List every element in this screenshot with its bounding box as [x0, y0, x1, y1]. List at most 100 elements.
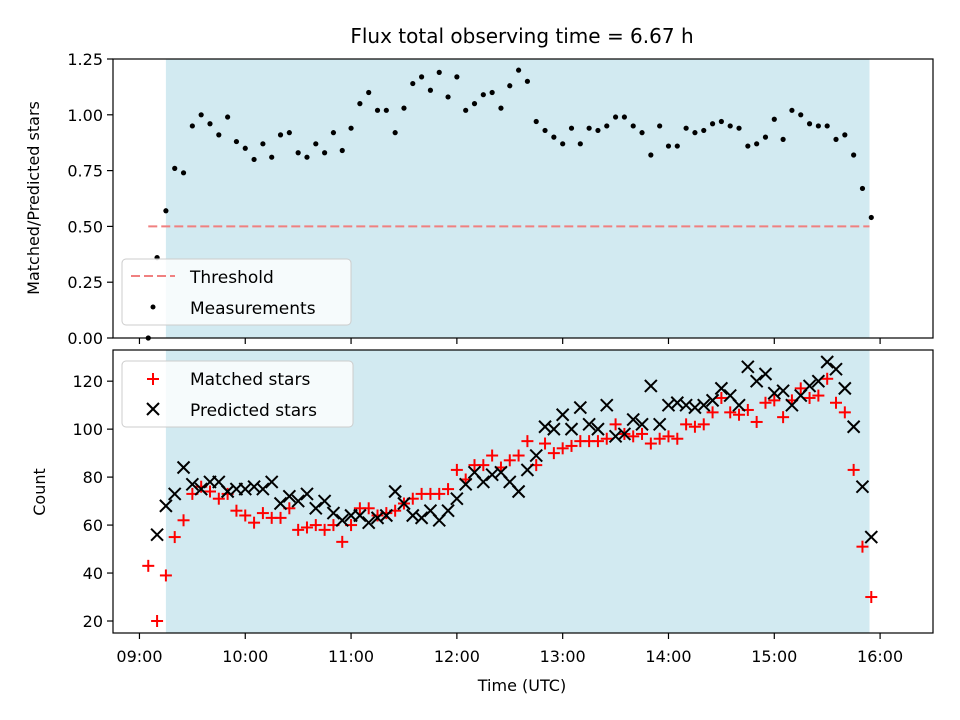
measurement-point	[383, 107, 389, 113]
predicted-star-point	[511, 484, 526, 499]
measurement-point	[207, 121, 213, 127]
legend-measurements-swatch	[150, 304, 156, 310]
matched-star-point	[600, 432, 613, 445]
predicted-star-point	[802, 379, 817, 393]
measurement-point	[392, 130, 398, 136]
matched-star-point	[812, 389, 825, 402]
predicted-star-point	[317, 494, 332, 508]
measurement-point	[551, 134, 557, 140]
predicted-star-point	[767, 386, 781, 400]
predicted-star-d2	[555, 408, 570, 422]
matched-star-point	[794, 382, 807, 395]
measurement-point	[604, 123, 610, 129]
predicted-star-d2	[538, 420, 552, 434]
predicted-star-d2	[511, 484, 526, 499]
predicted-star-point	[732, 398, 746, 412]
matched-star-point	[274, 511, 287, 524]
predicted-star-d2	[220, 484, 235, 499]
matched-star-point	[477, 459, 490, 472]
measurement-point	[674, 143, 680, 149]
measurement-point	[251, 156, 257, 163]
predicted-star-point	[749, 374, 764, 388]
predicted-star-point	[353, 508, 367, 523]
y-tick-label: 0.50	[67, 217, 103, 236]
measurement-point	[754, 141, 760, 147]
predicted-star-point	[582, 417, 596, 432]
measurement-point	[198, 112, 204, 118]
predicted-star-point	[370, 511, 385, 525]
matched-star-point	[212, 492, 225, 505]
predicted-star-d2	[194, 482, 208, 496]
measurement-point	[489, 89, 495, 96]
count-points	[142, 355, 878, 628]
measurement-point	[180, 170, 187, 176]
predicted-star-d2	[273, 496, 288, 511]
bottom-axes-frame	[112, 349, 934, 634]
measurement-point	[639, 130, 645, 136]
matched-star-point	[142, 559, 155, 572]
measurement-point	[718, 118, 724, 125]
predicted-star-point	[335, 513, 349, 527]
predicted-star-d2	[247, 479, 261, 494]
y-tick-label: 60	[83, 516, 103, 535]
predicted-star-point	[741, 360, 755, 374]
matched-star-point	[680, 418, 693, 431]
measurement-point	[454, 74, 460, 80]
y-tick-label: 0.75	[67, 162, 103, 181]
predicted-star-point	[414, 511, 429, 525]
predicted-star-d2	[282, 489, 297, 504]
predicted-star-d2	[741, 360, 755, 374]
measurement-point	[189, 123, 195, 129]
matched-star-point	[177, 514, 190, 527]
predicted-star-point	[397, 496, 411, 511]
matched-star-point	[203, 485, 216, 498]
matched-star-point	[636, 427, 649, 440]
predicted-star-point	[520, 463, 535, 477]
measurement-point	[427, 87, 434, 93]
predicted-star-point	[600, 398, 614, 412]
measurement-point	[233, 138, 240, 145]
predicted-star-point	[176, 460, 191, 475]
predicted-star-d2	[168, 487, 182, 501]
bottom-legend-box	[121, 360, 354, 428]
measurement-point	[833, 136, 839, 142]
measurement-point	[824, 123, 830, 129]
legend-threshold-label: Threshold	[189, 268, 274, 288]
matched-star-point	[821, 372, 834, 385]
y-tick-label: 40	[83, 564, 103, 583]
bottom-y-ticks: 20 40 60 80 100 120	[72, 372, 113, 631]
measurement-point	[533, 118, 539, 125]
predicted-star-d2	[450, 491, 464, 506]
matched-star-point	[442, 483, 455, 496]
predicted-star-point	[379, 508, 394, 523]
predicted-star-point	[361, 515, 376, 530]
predicted-star-point	[238, 482, 252, 496]
predicted-star-d2	[705, 393, 720, 408]
predicted-star-d2	[652, 417, 667, 432]
measurement-point	[815, 123, 821, 129]
predicted-star-point	[265, 475, 279, 489]
legend-matched-label: Matched stars	[190, 370, 310, 390]
bottom-y-axis-label: Count	[30, 468, 49, 516]
measurement-point	[692, 130, 698, 136]
matched-star-point	[838, 406, 851, 419]
predicted-star-point	[820, 355, 834, 369]
predicted-star-d2	[361, 515, 376, 530]
predicted-star-point	[855, 479, 870, 494]
measurement-point	[621, 114, 627, 120]
matched-star-point	[803, 391, 816, 404]
measurement-point	[374, 107, 381, 113]
predicted-star-d2	[547, 422, 561, 436]
matched-star-point	[671, 432, 684, 445]
predicted-star-d2	[388, 484, 402, 499]
x-tick-label: 12:00	[434, 647, 480, 666]
legend-predicted-label: Predicted stars	[190, 401, 317, 421]
measurement-point	[798, 112, 804, 118]
measurement-point	[577, 141, 583, 147]
measurement-point	[709, 121, 716, 127]
predicted-star-d2	[758, 367, 773, 381]
predicted-star-d2	[414, 511, 429, 525]
matched-star-point	[750, 415, 763, 428]
predicted-star-d2	[864, 530, 878, 544]
predicted-star-d2	[697, 398, 711, 412]
